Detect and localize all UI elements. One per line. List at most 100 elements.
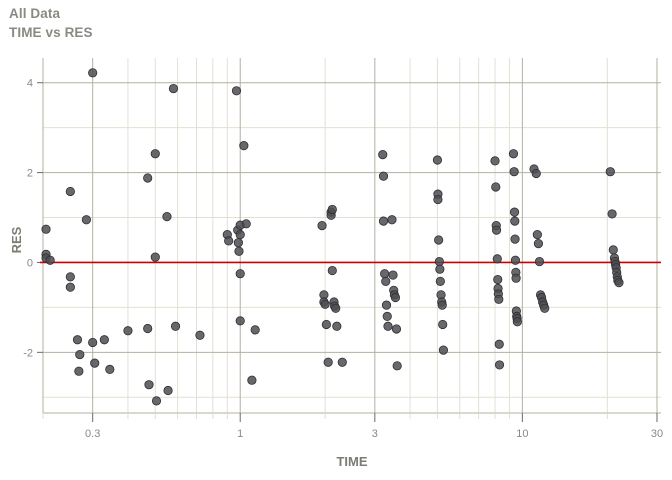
data-point xyxy=(510,234,520,244)
data-point xyxy=(143,323,153,334)
data-point xyxy=(317,221,327,231)
data-point xyxy=(170,321,181,331)
data-point xyxy=(491,182,501,192)
data-point xyxy=(511,273,521,283)
data-point xyxy=(337,357,347,367)
data-point xyxy=(41,224,51,234)
data-point xyxy=(378,171,389,181)
x-tick-label: 0.3 xyxy=(85,428,100,440)
data-point xyxy=(438,345,449,355)
data-point xyxy=(434,256,444,267)
data-point xyxy=(491,225,502,235)
data-point xyxy=(323,357,333,367)
data-point xyxy=(435,276,445,286)
data-point xyxy=(378,150,388,160)
data-point xyxy=(195,330,205,340)
data-point xyxy=(378,216,389,226)
data-point xyxy=(383,321,393,331)
data-point xyxy=(233,238,243,248)
data-point xyxy=(534,256,545,267)
data-point xyxy=(512,317,522,327)
data-point xyxy=(493,274,503,285)
data-point xyxy=(81,215,92,225)
data-point xyxy=(492,254,502,264)
data-point xyxy=(239,141,249,151)
data-point xyxy=(494,360,505,370)
minor-gridlines xyxy=(42,58,661,413)
data-point xyxy=(509,167,519,177)
chart-subtitle: TIME vs RES xyxy=(9,25,93,40)
y-axis-title: RES xyxy=(9,226,24,253)
data-point xyxy=(381,300,392,310)
data-point xyxy=(327,265,337,276)
data-point xyxy=(540,303,550,313)
data-point xyxy=(65,272,75,282)
data-point xyxy=(88,68,98,78)
data-point xyxy=(509,207,520,217)
data-point xyxy=(65,186,75,197)
data-point xyxy=(45,255,55,265)
data-point xyxy=(392,361,402,371)
x-tick-label: 10 xyxy=(516,428,528,440)
data-point xyxy=(241,219,251,229)
data-point xyxy=(434,235,444,245)
data-point xyxy=(231,86,242,96)
data-point xyxy=(163,385,173,396)
data-point xyxy=(382,311,392,321)
data-point xyxy=(65,282,75,292)
data-point xyxy=(75,349,85,360)
page-title: All Data xyxy=(9,6,61,21)
data-point xyxy=(390,292,401,303)
data-point xyxy=(247,375,257,385)
data-point xyxy=(490,156,500,166)
data-point xyxy=(321,319,331,330)
data-point xyxy=(162,212,172,222)
data-point xyxy=(437,300,447,310)
data-point xyxy=(387,215,397,225)
data-point xyxy=(327,204,337,215)
data-point xyxy=(391,324,402,334)
data-point xyxy=(494,294,504,304)
data-point xyxy=(235,230,245,240)
data-point xyxy=(494,339,504,349)
data-point xyxy=(234,246,244,256)
data-point xyxy=(607,209,617,219)
y-tick-label: 2 xyxy=(27,168,33,180)
tick-labels: 0.3 1 3 10 30 -2 0 2 4 xyxy=(23,78,663,440)
data-point xyxy=(388,270,398,280)
data-point xyxy=(151,396,162,406)
data-point xyxy=(235,269,245,279)
data-point xyxy=(380,269,390,279)
data-point xyxy=(608,245,618,255)
data-point xyxy=(144,380,154,390)
data-point xyxy=(508,149,519,159)
data-point xyxy=(533,238,544,249)
data-point xyxy=(432,155,443,165)
x-tick-label: 1 xyxy=(237,428,243,440)
y-tick-label: 0 xyxy=(27,257,33,269)
data-point xyxy=(74,366,84,376)
data-points xyxy=(41,68,624,406)
data-point xyxy=(88,337,98,348)
data-point xyxy=(531,168,541,179)
data-point xyxy=(150,252,160,262)
data-point xyxy=(381,276,391,286)
data-point xyxy=(510,255,521,265)
data-point xyxy=(99,335,109,345)
data-point xyxy=(123,326,133,336)
axis-ticks xyxy=(37,82,658,422)
data-point xyxy=(331,303,341,313)
x-axis-title: TIME xyxy=(336,454,367,469)
major-gridlines xyxy=(42,58,661,414)
data-point xyxy=(168,83,179,94)
data-point xyxy=(235,316,245,326)
x-tick-label: 30 xyxy=(651,428,663,440)
x-tick-label: 3 xyxy=(372,428,378,440)
y-tick-label: -2 xyxy=(23,347,33,359)
data-point xyxy=(435,264,445,274)
data-point xyxy=(438,319,448,330)
data-point xyxy=(105,364,115,375)
data-point xyxy=(532,230,542,240)
